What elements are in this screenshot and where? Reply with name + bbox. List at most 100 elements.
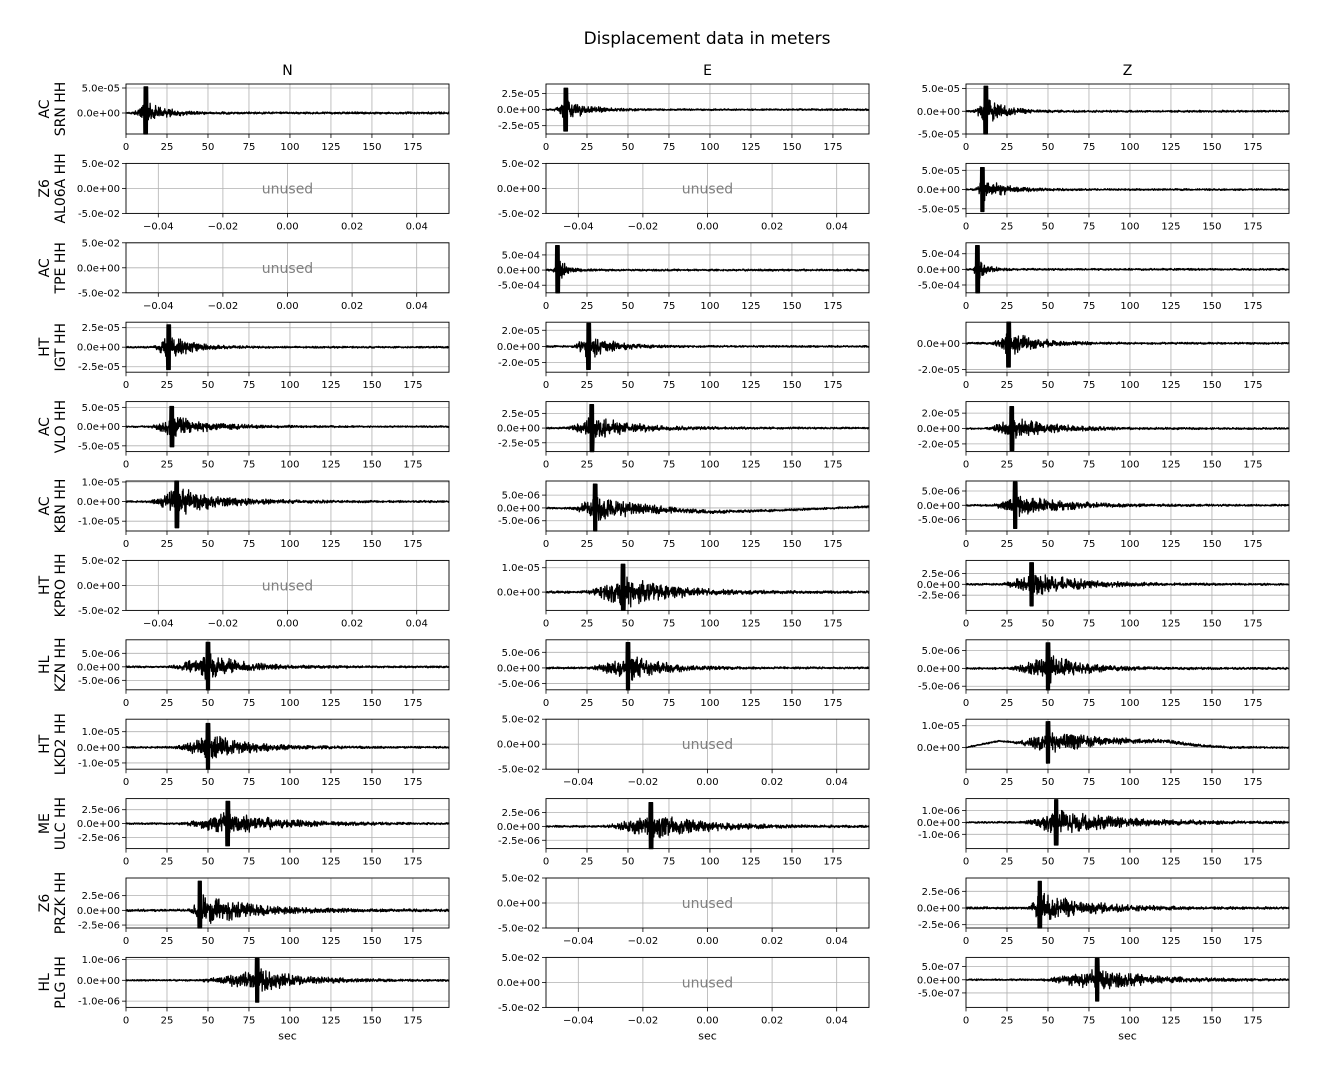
panel-hl-plg-n: 0 25 50 75 100 125 150 175 1.0e-06 0.0e+00 -1.0e-0…	[77, 955, 450, 1042]
x-tick-label: 150	[362, 857, 381, 868]
y-tick-label: 0.0e+00	[497, 342, 540, 353]
x-tick-label: 175	[1243, 460, 1262, 471]
y-tick-label: 2.5e-05	[82, 323, 120, 334]
x-tick-label: 150	[782, 460, 801, 471]
x-tick-label: 150	[362, 539, 381, 550]
x-tick-label: 50	[202, 1015, 215, 1026]
x-tick-label: 75	[243, 460, 256, 471]
x-tick-label: 50	[622, 618, 635, 629]
x-tick-label: 175	[823, 857, 842, 868]
panel-frame	[545, 718, 870, 770]
x-tick-label: 75	[663, 539, 676, 550]
x-tick-label: 25	[581, 380, 594, 391]
waveform-trace	[125, 641, 450, 691]
x-tick-label: 50	[202, 539, 215, 550]
x-tick-label: 0.00	[276, 301, 298, 312]
x-tick-label: 50	[202, 777, 215, 788]
x-tick-label: 175	[403, 460, 422, 471]
x-tick-label: 150	[362, 142, 381, 153]
panel-grid: 0 25 50 75 100 125 150 175 5.0e-05 0.0e+00 0 25 50 75…	[77, 83, 1290, 1042]
x-tick-label: 175	[1243, 698, 1262, 709]
waveform-trace	[545, 483, 870, 532]
x-tick-label: 75	[1083, 618, 1096, 629]
panel-hl-kzn-z: 0 25 50 75 100 125 150 175 5.0e-06 0.0e+00 -5.0e-0…	[917, 639, 1290, 709]
x-tick-label: 0.00	[276, 221, 298, 232]
y-tick-label: 0.0e+00	[77, 263, 120, 274]
x-tick-label: 100	[1120, 301, 1139, 312]
row-station: ULC HH	[53, 797, 69, 850]
x-tick-label: 50	[1042, 539, 1055, 550]
x-tick-label: 150	[362, 1015, 381, 1026]
x-tick-label: 125	[321, 857, 340, 868]
row-station: KPRO HH	[53, 553, 69, 617]
y-tick-label: 2.0e-05	[922, 409, 960, 420]
x-tick-label: 150	[1202, 857, 1221, 868]
panel-ht-lkd2-e: −0.04 −0.02 0.00 0.02 0.04 5.0e-02 0.0e+00 -5.0…	[497, 715, 870, 788]
y-tick-label: 0.0e+00	[917, 185, 960, 196]
x-tick-label: 0	[963, 698, 969, 709]
x-tick-label: 150	[1202, 539, 1221, 550]
x-tick-label: 50	[1042, 380, 1055, 391]
row-label-hl-plg: HLPLG HH	[37, 956, 69, 1009]
x-tick-label: 25	[161, 142, 174, 153]
x-tick-label: 0	[123, 1015, 129, 1026]
x-tick-label: −0.02	[208, 301, 239, 312]
panel-frame	[965, 956, 1290, 1008]
panel-frame	[545, 480, 870, 532]
panel-hl-plg-z: 0 25 50 75 100 125 150 175 5.0e-07 0.0e+00 -5.0e-0…	[917, 956, 1290, 1042]
panel-ht-igt-z: 0 25 50 75 100 125 150 175 0.0e+00 -2.0e-05	[917, 321, 1290, 391]
panel-frame	[125, 321, 450, 373]
row-label-ht-lkd2: HTLKD2 HH	[37, 713, 69, 775]
y-tick-label: 2.5e-05	[502, 409, 540, 420]
y-tick-label: 0.0e+00	[77, 497, 120, 508]
y-tick-label: 5.0e-04	[922, 249, 960, 260]
x-tick-label: 0.04	[826, 777, 848, 788]
y-tick-label: -5.0e-06	[498, 516, 540, 527]
x-tick-label: 150	[1202, 221, 1221, 232]
x-tick-label: 100	[1120, 221, 1139, 232]
unused-label: unused	[262, 578, 313, 594]
grid	[545, 798, 869, 849]
x-tick-label: 150	[362, 460, 381, 471]
y-tick-label: -5.0e-06	[498, 679, 540, 690]
y-tick-label: -5.0e-05	[918, 130, 960, 141]
waveform-trace	[125, 405, 450, 448]
panel-ac-srn-e: 0 25 50 75 100 125 150 175 2.5e-05 0.0e+00 -2.5e-0…	[497, 83, 870, 153]
panel-frame	[965, 639, 1290, 691]
column-title-n: N	[282, 63, 292, 79]
panel-frame	[965, 162, 1290, 214]
panel-ac-kbn-e: 0 25 50 75 100 125 150 175 5.0e-060.0e+00 -5.0e-0…	[497, 480, 870, 550]
x-tick-label: 0	[543, 539, 549, 550]
y-tick-label: 0.0e+00	[497, 503, 540, 514]
y-tick-label: -5.0e-05	[78, 441, 120, 452]
row-label-ht-kpro: HTKPRO HH	[37, 553, 69, 617]
panel-ht-lkd2-n: 0 25 50 75 100 125 150 175 1.0e-05 0.0e+00 -1.0e-0…	[77, 718, 450, 788]
x-tick-label: 25	[1001, 618, 1014, 629]
y-tick-label: -5.0e-06	[918, 515, 960, 526]
panel-z6-al06a-e: −0.04 −0.02 0.00 0.02 0.04 5.0e-02 0.0e+00 -5.0…	[497, 159, 870, 232]
y-tick-label: 0.0e+00	[497, 588, 540, 599]
y-tick-label: -5.0e-02	[78, 209, 120, 220]
y-tick-label: 5.0e-06	[82, 649, 120, 660]
x-tick-label: 0	[123, 698, 129, 709]
y-tick-label: -2.5e-06	[78, 921, 120, 932]
x-tick-label: 50	[202, 936, 215, 947]
x-tick-label: 75	[1083, 936, 1096, 947]
x-tick-label: 25	[1001, 698, 1014, 709]
panel-ht-kpro-z: 0 25 50 75 100 125 150 175 2.5e-060.0e+00-2.5e-0…	[917, 559, 1290, 629]
x-tick-label: 0.02	[761, 936, 783, 947]
y-tick-label: 0.0e+00	[917, 580, 960, 591]
row-network: AC	[37, 99, 53, 118]
x-tick-label: 50	[1042, 142, 1055, 153]
x-tick-label: 75	[1083, 460, 1096, 471]
grid	[125, 84, 449, 134]
y-tick-label: -2.5e-06	[498, 836, 540, 847]
x-tick-label: 125	[321, 142, 340, 153]
x-axis-label: sec	[278, 1029, 297, 1042]
x-tick-label: 0.04	[406, 618, 428, 629]
x-tick-label: 100	[700, 142, 719, 153]
panel-frame	[965, 242, 1290, 294]
x-tick-label: 75	[1083, 142, 1096, 153]
y-tick-label: 0.0e+00	[77, 819, 120, 830]
x-tick-label: 25	[161, 698, 174, 709]
